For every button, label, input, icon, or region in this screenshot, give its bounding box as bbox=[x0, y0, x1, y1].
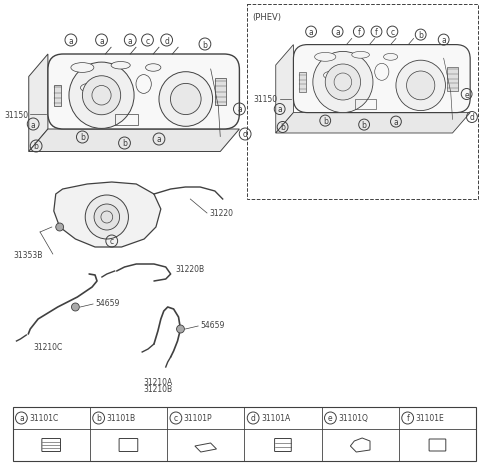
Text: a: a bbox=[31, 120, 36, 129]
Text: 31101C: 31101C bbox=[29, 413, 59, 423]
Text: 31101A: 31101A bbox=[261, 413, 290, 423]
Ellipse shape bbox=[384, 54, 398, 61]
Text: (PHEV): (PHEV) bbox=[252, 13, 281, 22]
Text: b: b bbox=[96, 413, 101, 423]
Text: d: d bbox=[243, 130, 248, 139]
Text: f: f bbox=[358, 28, 360, 37]
Text: b: b bbox=[80, 133, 85, 142]
Polygon shape bbox=[276, 113, 470, 134]
Polygon shape bbox=[29, 130, 240, 152]
Circle shape bbox=[56, 224, 64, 232]
Text: 31220: 31220 bbox=[209, 209, 233, 218]
Text: c: c bbox=[174, 413, 178, 423]
Bar bbox=[247, 5, 478, 200]
Circle shape bbox=[325, 65, 360, 101]
Circle shape bbox=[83, 76, 120, 115]
Text: a: a bbox=[309, 28, 313, 37]
Text: b: b bbox=[418, 31, 423, 40]
Text: a: a bbox=[394, 118, 398, 127]
Text: 31101B: 31101B bbox=[107, 413, 136, 423]
Text: b: b bbox=[122, 139, 127, 148]
Circle shape bbox=[85, 195, 129, 239]
Text: d: d bbox=[164, 37, 169, 45]
Circle shape bbox=[177, 325, 184, 333]
Text: d: d bbox=[251, 413, 255, 423]
Text: b: b bbox=[203, 40, 207, 50]
Text: 31101P: 31101P bbox=[184, 413, 212, 423]
Bar bbox=[12, 407, 476, 461]
Text: d: d bbox=[469, 113, 474, 122]
Ellipse shape bbox=[324, 72, 341, 80]
Text: a: a bbox=[128, 37, 132, 45]
Text: 31353B: 31353B bbox=[13, 250, 43, 259]
Text: a: a bbox=[277, 105, 282, 114]
Circle shape bbox=[69, 63, 134, 129]
Text: b: b bbox=[34, 142, 38, 151]
Circle shape bbox=[396, 61, 445, 112]
Text: b: b bbox=[362, 121, 367, 130]
Text: c: c bbox=[109, 237, 114, 246]
Text: e: e bbox=[464, 90, 469, 99]
Text: a: a bbox=[99, 37, 104, 45]
Text: 54659: 54659 bbox=[95, 299, 120, 308]
Circle shape bbox=[94, 205, 120, 231]
Ellipse shape bbox=[71, 63, 94, 73]
Circle shape bbox=[170, 84, 201, 115]
Text: 31101E: 31101E bbox=[416, 413, 444, 423]
Text: a: a bbox=[237, 105, 242, 114]
Text: a: a bbox=[441, 36, 446, 45]
Circle shape bbox=[313, 52, 373, 113]
Text: e: e bbox=[328, 413, 333, 423]
Polygon shape bbox=[29, 55, 48, 152]
Text: c: c bbox=[390, 28, 395, 37]
Text: 31210B: 31210B bbox=[144, 384, 172, 393]
Circle shape bbox=[159, 73, 213, 127]
Bar bbox=[447, 68, 458, 91]
Text: a: a bbox=[156, 135, 161, 144]
Text: b: b bbox=[323, 117, 328, 126]
Ellipse shape bbox=[314, 53, 336, 62]
Text: 31210C: 31210C bbox=[33, 343, 62, 352]
Circle shape bbox=[407, 72, 435, 100]
Polygon shape bbox=[276, 45, 293, 134]
Ellipse shape bbox=[111, 63, 130, 70]
Text: 31220B: 31220B bbox=[176, 265, 204, 274]
Text: 31210A: 31210A bbox=[143, 377, 172, 386]
Text: c: c bbox=[145, 37, 150, 45]
Text: f: f bbox=[375, 28, 378, 37]
Ellipse shape bbox=[81, 84, 100, 93]
Text: 31150: 31150 bbox=[4, 110, 28, 119]
Ellipse shape bbox=[145, 65, 161, 72]
Bar bbox=[299, 73, 306, 92]
Text: 31150: 31150 bbox=[253, 95, 278, 104]
Text: 54659: 54659 bbox=[200, 321, 225, 330]
FancyBboxPatch shape bbox=[293, 45, 470, 113]
Text: a: a bbox=[335, 28, 340, 37]
Text: b: b bbox=[280, 123, 285, 132]
Circle shape bbox=[72, 303, 79, 311]
Bar bbox=[355, 100, 376, 110]
Bar bbox=[54, 86, 61, 106]
Bar bbox=[115, 115, 138, 126]
Text: 31101Q: 31101Q bbox=[338, 413, 368, 423]
Text: f: f bbox=[406, 413, 409, 423]
Text: a: a bbox=[69, 37, 73, 45]
Ellipse shape bbox=[352, 52, 370, 59]
Polygon shape bbox=[54, 182, 161, 247]
Text: a: a bbox=[19, 413, 24, 423]
FancyBboxPatch shape bbox=[48, 55, 240, 130]
Bar bbox=[215, 79, 226, 106]
